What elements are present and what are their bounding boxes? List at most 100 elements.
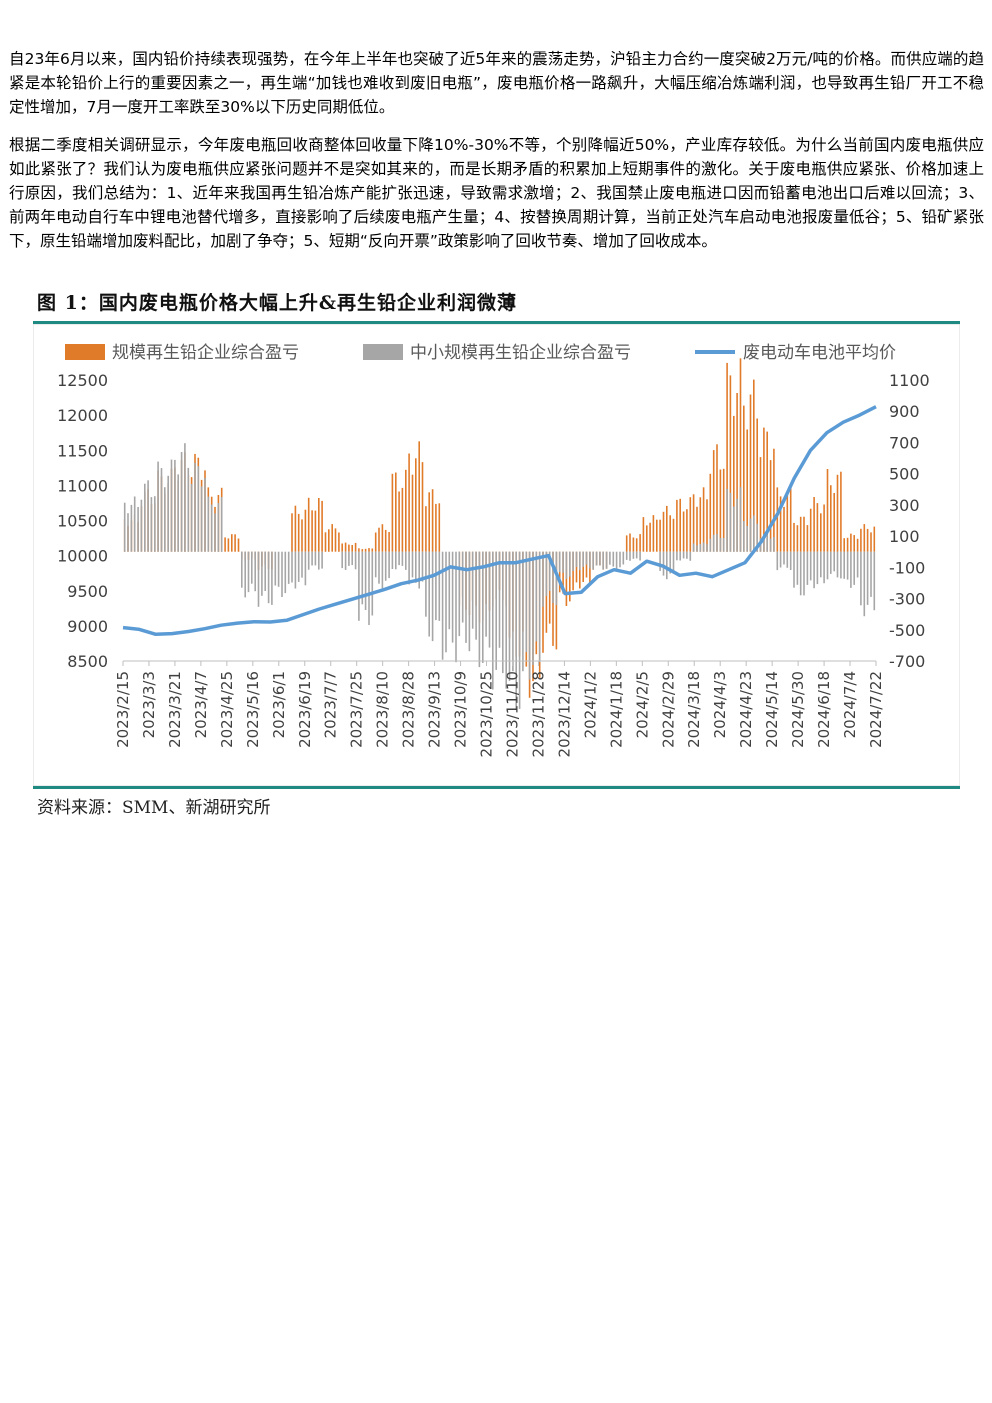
bar-small bbox=[840, 551, 842, 579]
bar-small bbox=[187, 467, 190, 552]
bar-small bbox=[354, 551, 357, 570]
bar-small bbox=[257, 551, 260, 607]
x-tick-label: 2024/1/18 bbox=[607, 671, 625, 748]
bar-small bbox=[271, 551, 273, 605]
x-tick-label: 2024/2/29 bbox=[659, 671, 677, 748]
bar-small bbox=[793, 551, 795, 588]
x-tick-label: 2023/2/15 bbox=[114, 671, 132, 748]
bar-large bbox=[431, 489, 434, 552]
bar-large bbox=[649, 522, 651, 552]
bar-large bbox=[652, 515, 655, 552]
bar-large bbox=[739, 358, 742, 552]
bar-small bbox=[502, 551, 504, 674]
bar-small bbox=[595, 551, 598, 566]
right-tick-label: 500 bbox=[889, 465, 920, 484]
bar-large bbox=[850, 533, 852, 552]
bar-large bbox=[388, 532, 390, 552]
bar-small bbox=[261, 551, 263, 596]
bar-small bbox=[786, 551, 789, 568]
bar-small bbox=[609, 551, 611, 565]
bar-small bbox=[619, 551, 621, 568]
bar-small bbox=[130, 504, 133, 552]
bar-small bbox=[401, 551, 404, 566]
bar-small bbox=[803, 551, 805, 596]
x-tick-label: 2023/5/16 bbox=[244, 671, 262, 748]
left-tick-label: 11500 bbox=[57, 441, 108, 460]
bar-large bbox=[682, 511, 685, 552]
bar-large bbox=[696, 506, 698, 552]
bar-small bbox=[304, 551, 307, 586]
bar-large bbox=[234, 534, 236, 552]
bar-large bbox=[301, 519, 303, 552]
bar-small bbox=[368, 551, 370, 625]
bar-large bbox=[632, 537, 635, 552]
bar-small bbox=[776, 551, 779, 571]
bar-large bbox=[669, 515, 671, 552]
bar-large bbox=[642, 517, 645, 552]
bar-small bbox=[297, 551, 300, 582]
series-line-battery-price bbox=[122, 405, 877, 637]
bar-large bbox=[809, 508, 812, 552]
bar-small bbox=[478, 551, 481, 668]
x-tick-label: 2024/6/18 bbox=[815, 671, 833, 748]
bar-small bbox=[184, 443, 186, 552]
right-axis-ticks: 1100 900 700 500 300 100 -100 -300 -500 -700 bbox=[889, 371, 930, 671]
bar-large bbox=[639, 534, 641, 552]
bar-small bbox=[144, 483, 146, 552]
bar-large bbox=[391, 473, 394, 552]
bar-large bbox=[799, 516, 802, 552]
bar-small bbox=[706, 544, 708, 552]
bar-large bbox=[562, 551, 564, 594]
figure-source: 资料来源：SMM、新湖研究所 bbox=[37, 798, 271, 818]
figure-bottom-rule bbox=[33, 786, 960, 789]
bar-small bbox=[696, 545, 698, 552]
bar-small bbox=[672, 551, 675, 572]
bar-small bbox=[572, 551, 574, 571]
bar-large bbox=[813, 497, 815, 552]
x-tick-label: 2023/3/3 bbox=[140, 671, 158, 738]
x-tick-label: 2023/10/25 bbox=[478, 671, 496, 757]
bar-small bbox=[488, 551, 491, 648]
bar-small bbox=[733, 506, 735, 552]
bar-small bbox=[264, 551, 266, 591]
bar-small bbox=[699, 544, 702, 552]
bar-small bbox=[773, 537, 775, 552]
left-tick-label: 9500 bbox=[67, 582, 108, 601]
bar-large bbox=[575, 551, 578, 583]
bar-small bbox=[820, 551, 822, 578]
bar-small bbox=[220, 497, 223, 552]
x-tick-label: 2024/3/18 bbox=[685, 671, 703, 748]
bar-large bbox=[830, 485, 832, 552]
bar-small bbox=[251, 551, 253, 584]
bar-small bbox=[391, 551, 394, 569]
bar-large bbox=[783, 506, 785, 552]
bar-small bbox=[348, 551, 350, 566]
bar-large bbox=[318, 498, 320, 552]
bar-large bbox=[351, 545, 353, 552]
bar-small bbox=[722, 537, 725, 552]
bar-small bbox=[679, 551, 681, 561]
bar-small bbox=[823, 551, 825, 584]
bar-small bbox=[753, 515, 755, 552]
bar-small bbox=[789, 551, 792, 570]
bar-small bbox=[451, 551, 454, 643]
bar-small bbox=[475, 551, 477, 640]
bar-small bbox=[361, 551, 364, 605]
figure-title: 图 1：国内废电瓶价格大幅上升&再生铅企业利润微薄 bbox=[37, 292, 517, 314]
right-tick-label: 100 bbox=[889, 527, 920, 546]
bar-large bbox=[324, 532, 327, 552]
bar-large bbox=[415, 458, 417, 552]
bar-large bbox=[311, 510, 313, 552]
left-tick-label: 8500 bbox=[67, 652, 108, 671]
bar-small bbox=[515, 551, 517, 709]
bar-small bbox=[318, 551, 320, 570]
x-tick-label: 2023/11/10 bbox=[503, 671, 521, 757]
bar-small bbox=[589, 551, 591, 569]
bar-large bbox=[806, 525, 809, 552]
left-tick-label: 12000 bbox=[57, 406, 108, 425]
bar-large bbox=[585, 551, 588, 578]
bar-small bbox=[565, 551, 568, 579]
bar-small bbox=[428, 551, 430, 637]
bar-large bbox=[793, 522, 795, 552]
bar-small bbox=[150, 497, 153, 552]
